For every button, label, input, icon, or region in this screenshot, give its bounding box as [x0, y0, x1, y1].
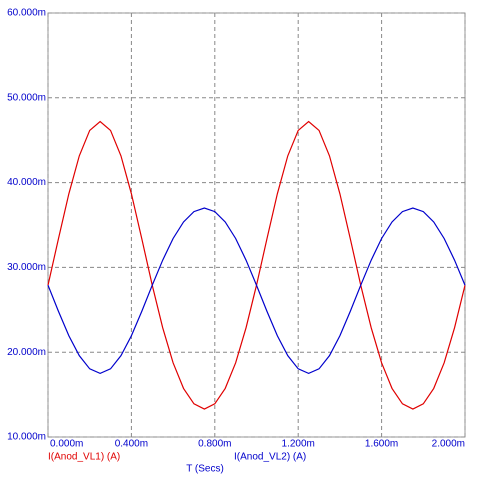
x-axis-label: T (Secs): [186, 464, 224, 475]
x-tick-label: 2.000m: [432, 439, 465, 450]
x-tick-label: 0.400m: [115, 439, 148, 450]
y-tick-label: 30.000m: [7, 262, 46, 273]
series-line: [47, 207, 466, 375]
series-line: [47, 120, 466, 410]
y-tick-label: 20.000m: [7, 347, 46, 358]
x-tick-label: 1.600m: [365, 439, 398, 450]
y-tick-label: 60.000m: [7, 8, 46, 19]
x-tick-label: 0.800m: [198, 439, 231, 450]
x-tick-label: 1.200m: [282, 439, 315, 450]
legend-label: I(Anod_VL2) (A): [234, 452, 306, 463]
legend-label: I(Anod_VL1) (A): [48, 452, 120, 463]
y-tick-label: 40.000m: [7, 177, 46, 188]
plot-frame: [47, 12, 466, 438]
x-tick-label: 0.000m: [50, 439, 83, 450]
y-tick-label: 50.000m: [7, 92, 46, 103]
y-tick-label: 10.000m: [7, 432, 46, 443]
